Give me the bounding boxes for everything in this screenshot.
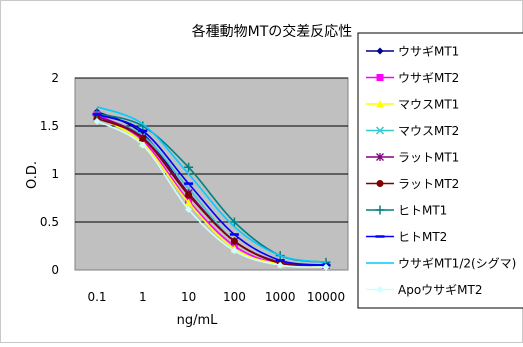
legend-label: ウサギMT2 bbox=[398, 71, 459, 85]
y-tick-label: 0 bbox=[51, 263, 59, 277]
legend-item: ヒトMT1 bbox=[366, 204, 447, 218]
data-point bbox=[185, 206, 193, 214]
data-point bbox=[230, 237, 238, 245]
x-tick-label: 1 bbox=[139, 290, 147, 304]
legend-label: ウサギMT1 bbox=[398, 45, 459, 59]
data-point bbox=[229, 217, 239, 227]
legend-marker bbox=[376, 100, 384, 108]
plot-layer: 0 0.5 1 1.5 2 0.1 1 10 100 1000 10000 bbox=[40, 71, 349, 304]
legend-label: マウスMT2 bbox=[398, 124, 459, 138]
x-tick-label: 10000 bbox=[307, 290, 345, 304]
y-axis-label: O.D. bbox=[25, 161, 40, 189]
legend-label: ラットMT1 bbox=[398, 151, 459, 165]
legend-marker bbox=[376, 180, 384, 187]
data-point bbox=[322, 263, 330, 271]
data-point bbox=[184, 198, 193, 207]
legend-label: ApoウサギMT2 bbox=[398, 283, 483, 297]
legend: ウサギMT1 ウサギMT2 マウスMT1 マウスMT2 ラットMT1 ラットMT2 ヒトMT… bbox=[357, 32, 523, 309]
legend-item: ApoウサギMT2 bbox=[366, 283, 483, 297]
legend-marker bbox=[375, 126, 385, 135]
legend-label: ウサギMT1/2(シグマ) bbox=[398, 257, 516, 271]
legend-item: マウスMT1 bbox=[366, 98, 459, 112]
x-tick-label: 1000 bbox=[265, 290, 296, 304]
legend-label: ヒトMT1 bbox=[398, 204, 447, 218]
data-point bbox=[139, 134, 147, 142]
legend-label: ヒトMT2 bbox=[398, 230, 447, 244]
legend-item: ヒトMT2 bbox=[366, 230, 447, 244]
legend-marker bbox=[376, 74, 384, 81]
legend-label: マウスMT1 bbox=[398, 98, 459, 112]
legend-marker bbox=[376, 153, 384, 161]
legend-item: ウサギMT2 bbox=[366, 71, 459, 85]
x-tick-label: 10 bbox=[181, 290, 196, 304]
chart-title: 各種動物MTの交差反応性 bbox=[192, 23, 353, 40]
y-tick-label: 2 bbox=[51, 71, 59, 85]
legend-item: ラットMT2 bbox=[366, 177, 459, 191]
series-10 bbox=[93, 117, 330, 271]
legend-item: ウサギMT1/2(シグマ) bbox=[366, 257, 516, 271]
data-point bbox=[230, 247, 238, 255]
legend-item: ウサギMT1 bbox=[366, 45, 459, 59]
data-point bbox=[276, 261, 284, 269]
legend-marker bbox=[376, 286, 384, 293]
x-axis-label: ng/mL bbox=[177, 313, 219, 328]
legend-box bbox=[357, 32, 523, 309]
data-point bbox=[93, 117, 101, 125]
data-point bbox=[185, 191, 193, 199]
legend-item: ラットMT1 bbox=[366, 151, 459, 165]
legend-marker bbox=[375, 205, 385, 215]
series-9 bbox=[96, 106, 327, 264]
legend-marker bbox=[376, 47, 384, 55]
y-tick-label: 1.5 bbox=[40, 119, 59, 133]
data-point bbox=[184, 162, 194, 172]
x-tick-label: 100 bbox=[223, 290, 246, 304]
data-point bbox=[139, 141, 147, 149]
legend-item: マウスMT2 bbox=[366, 124, 459, 138]
x-tick-label: 0.1 bbox=[87, 290, 106, 304]
series-line bbox=[96, 106, 327, 264]
legend-label: ラットMT2 bbox=[398, 177, 459, 191]
y-tick-label: 1 bbox=[51, 167, 59, 181]
y-tick-label: 0.5 bbox=[40, 215, 59, 229]
